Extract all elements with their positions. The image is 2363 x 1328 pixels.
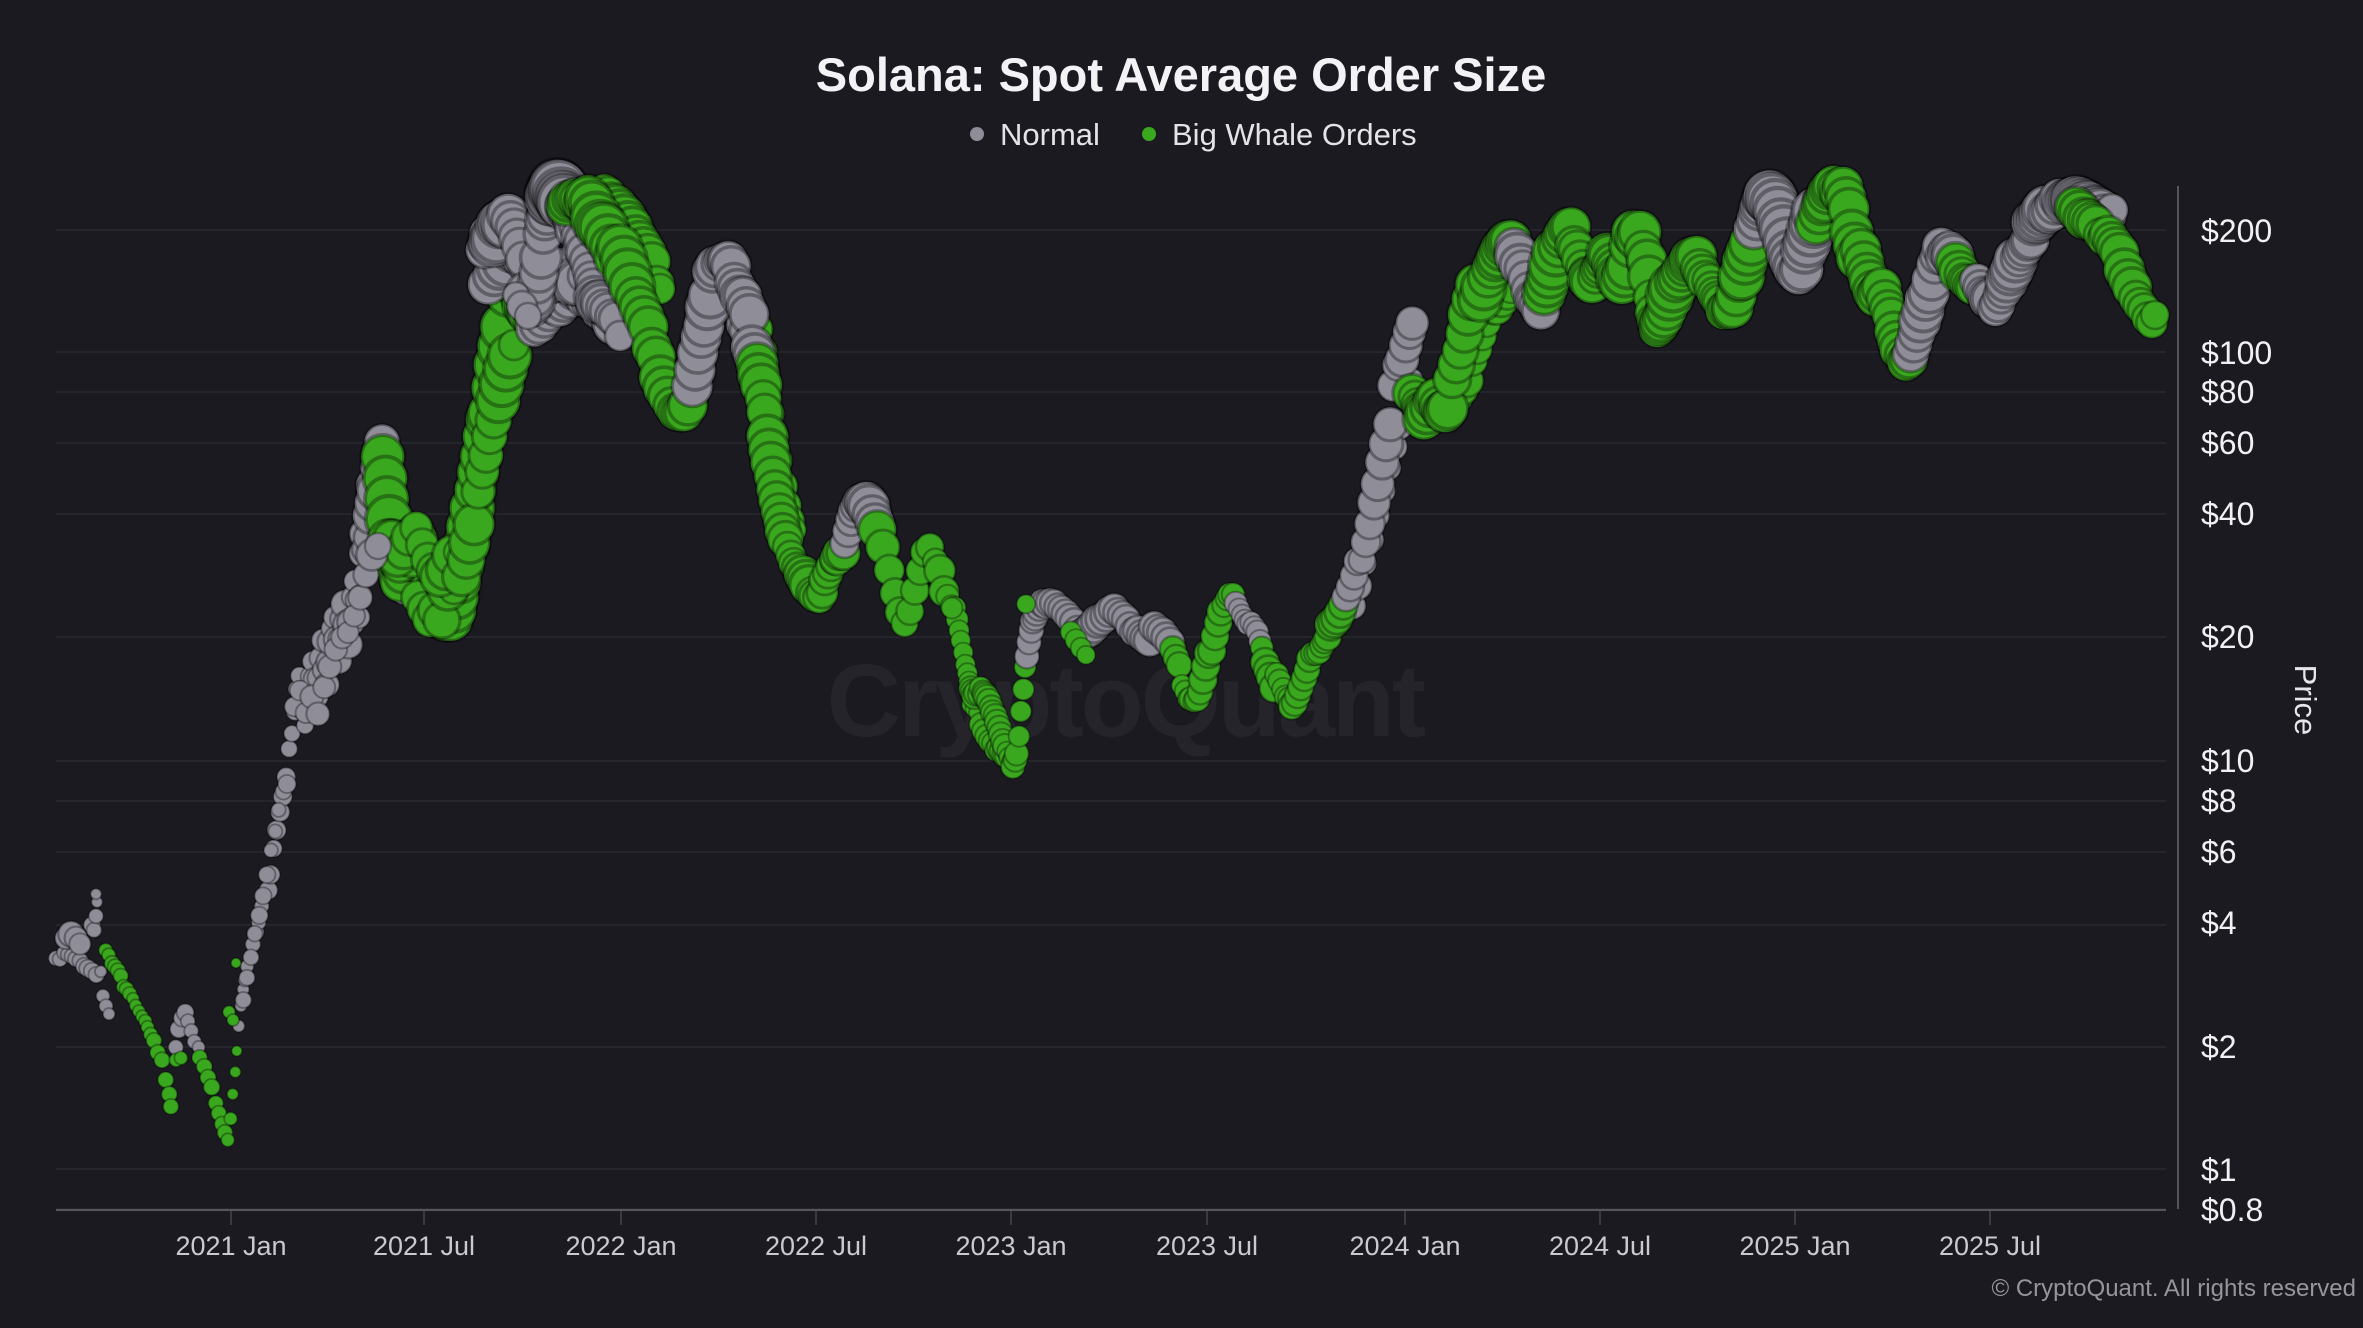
svg-text:CryptoQuant: CryptoQuant xyxy=(827,643,1426,758)
svg-text:$60: $60 xyxy=(2201,425,2254,461)
svg-text:2023 Jul: 2023 Jul xyxy=(1156,1231,1258,1261)
svg-text:2021 Jul: 2021 Jul xyxy=(373,1231,475,1261)
svg-text:$20: $20 xyxy=(2201,619,2254,655)
svg-text:2021 Jan: 2021 Jan xyxy=(175,1231,286,1261)
svg-text:$80: $80 xyxy=(2201,374,2254,410)
svg-text:Big Whale Orders: Big Whale Orders xyxy=(1172,117,1417,152)
svg-text:$100: $100 xyxy=(2201,335,2272,371)
svg-text:Price: Price xyxy=(2288,665,2323,736)
svg-text:$200: $200 xyxy=(2201,213,2272,249)
svg-text:2025 Jul: 2025 Jul xyxy=(1939,1231,2041,1261)
svg-text:Solana: Spot Average Order Siz: Solana: Spot Average Order Size xyxy=(816,48,1546,101)
svg-text:2024 Jul: 2024 Jul xyxy=(1549,1231,1651,1261)
svg-text:2023 Jan: 2023 Jan xyxy=(955,1231,1066,1261)
svg-text:$0.8: $0.8 xyxy=(2201,1192,2263,1228)
svg-text:© CryptoQuant. All rights rese: © CryptoQuant. All rights reserved xyxy=(1992,1275,2357,1302)
svg-text:$4: $4 xyxy=(2201,905,2237,941)
svg-text:$1: $1 xyxy=(2201,1152,2237,1188)
svg-text:$6: $6 xyxy=(2201,834,2237,870)
svg-text:2025 Jan: 2025 Jan xyxy=(1739,1231,1850,1261)
svg-text:2022 Jul: 2022 Jul xyxy=(765,1231,867,1261)
svg-text:2024 Jan: 2024 Jan xyxy=(1349,1231,1460,1261)
svg-text:$40: $40 xyxy=(2201,496,2254,532)
svg-text:Normal: Normal xyxy=(1000,117,1100,152)
svg-text:$10: $10 xyxy=(2201,743,2254,779)
svg-text:2022 Jan: 2022 Jan xyxy=(565,1231,676,1261)
svg-text:$8: $8 xyxy=(2201,783,2237,819)
svg-text:$2: $2 xyxy=(2201,1029,2237,1065)
